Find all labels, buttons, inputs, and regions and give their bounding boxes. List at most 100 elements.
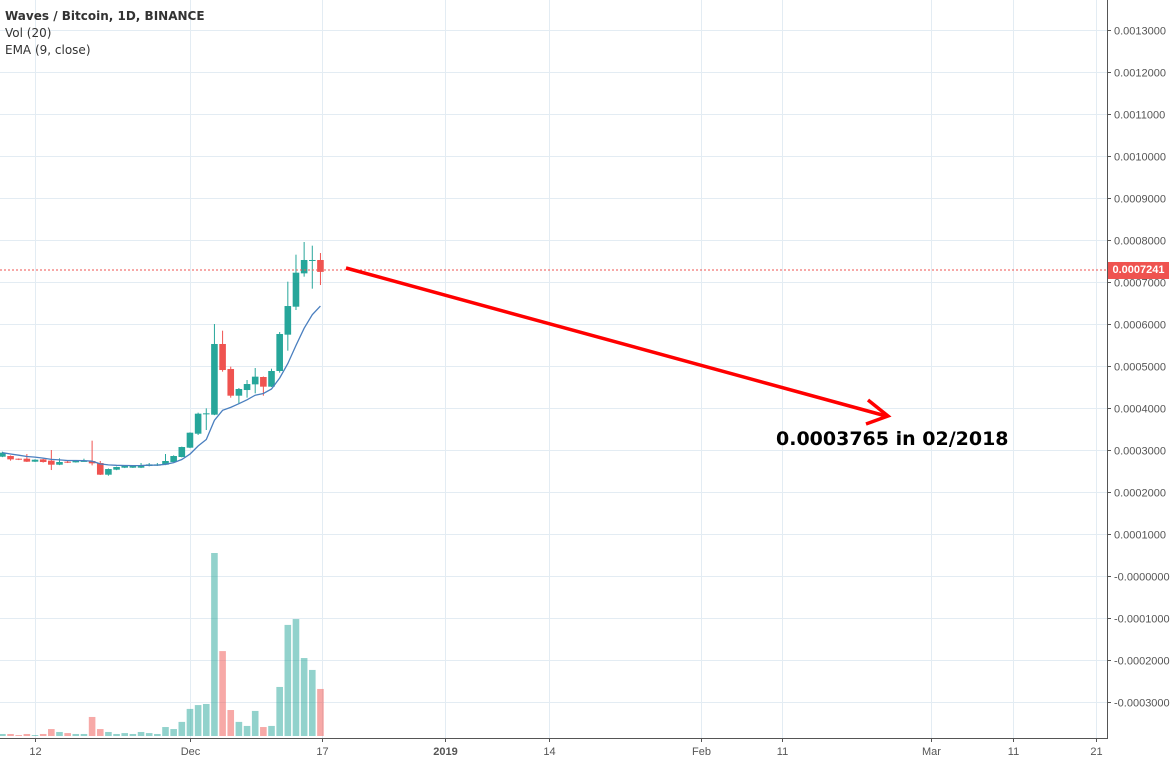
candle-body <box>292 272 300 307</box>
current-price-label: 0.0007241 <box>1108 262 1169 279</box>
volume-bar <box>178 721 186 736</box>
candle-body <box>31 459 39 462</box>
candle-body <box>235 389 243 396</box>
candle-body <box>170 456 177 463</box>
volume-bar <box>145 733 153 736</box>
price-axis[interactable]: 0.0013000 0.0012000 0.0011000 0.0010000 0.00… <box>1107 0 1170 738</box>
candle <box>317 253 324 286</box>
candle-body <box>227 369 235 396</box>
ema-line <box>2 305 321 467</box>
volume-bar <box>15 735 23 736</box>
x-tick-label: 12 <box>29 746 41 758</box>
x-tick-label: Mar <box>922 746 941 758</box>
candle-body <box>186 432 194 448</box>
candle-body <box>72 460 80 463</box>
volume-bar <box>227 710 235 736</box>
volume-bar <box>121 733 129 736</box>
x-tick-label: 17 <box>316 746 328 758</box>
volume-bar <box>211 553 218 736</box>
candle-body <box>113 467 120 470</box>
x-tick-label: 21 <box>1090 746 1102 758</box>
candle <box>300 242 308 277</box>
candle <box>7 455 14 461</box>
x-tick-label: 14 <box>543 746 555 758</box>
volume-bar <box>0 733 6 736</box>
volume-bar <box>162 727 169 736</box>
x-tick-label: Dec <box>181 746 201 758</box>
candle-body <box>64 461 71 463</box>
volume-bar <box>308 669 316 736</box>
y-tick-label: 0.0012000 <box>1114 68 1166 80</box>
volume-bar <box>251 710 259 736</box>
candles <box>0 242 324 476</box>
candle-body <box>15 458 23 460</box>
candle <box>219 330 226 372</box>
candle-body <box>276 333 283 371</box>
volume-bar <box>137 731 145 736</box>
symbol-title[interactable]: Waves / Bitcoin, 1D, BINANCE <box>5 9 205 23</box>
candle <box>15 458 23 461</box>
volume-bar <box>276 686 283 736</box>
candle-body <box>56 462 63 465</box>
y-tick-label: 0.0007000 <box>1114 278 1166 290</box>
volume-bar <box>7 733 14 736</box>
volume-bar <box>96 729 104 736</box>
candle-body <box>48 460 55 465</box>
candle <box>105 468 112 476</box>
candle <box>23 454 31 462</box>
candle <box>260 376 267 396</box>
candle-body <box>260 377 267 387</box>
volume-bar <box>243 725 251 736</box>
volume-bar <box>105 731 112 736</box>
candle-body <box>129 466 137 468</box>
candle-body <box>7 456 14 460</box>
grid <box>0 0 1107 738</box>
volume-bar <box>88 716 96 736</box>
candle <box>0 451 6 458</box>
y-tick-label: -0.0001000 <box>1114 614 1170 626</box>
y-tick-label: 0.0002000 <box>1114 488 1166 500</box>
y-tick-label: -0.0002000 <box>1114 656 1170 668</box>
volume-bar <box>186 708 194 736</box>
candle-body <box>39 459 47 463</box>
candle-body <box>211 343 218 415</box>
forecast-arrow <box>345 266 892 426</box>
ema-indicator-label[interactable]: EMA (9, close) <box>5 43 91 57</box>
y-tick-label: 0.0010000 <box>1114 152 1166 164</box>
candle <box>170 455 177 463</box>
candle <box>227 366 235 398</box>
candle-body <box>300 259 308 274</box>
volume-bar <box>64 733 71 736</box>
candle <box>113 466 120 471</box>
candle <box>39 458 47 463</box>
volume-bar <box>268 725 275 736</box>
candle-body <box>0 452 6 457</box>
candle-body <box>137 465 145 468</box>
volume-bar <box>292 619 300 736</box>
chart-legend: Waves / Bitcoin, 1D, BINANCE Vol (20) EM… <box>5 8 205 59</box>
candle-body <box>317 259 324 272</box>
y-tick-label: 0.0011000 <box>1114 110 1165 122</box>
candle-body <box>105 469 112 475</box>
volume-bar <box>23 733 31 736</box>
time-axis[interactable]: 12 Dec 17 2019 14 Feb 11 Mar 11 21 <box>0 738 1108 758</box>
volume-bar <box>31 735 39 736</box>
candle <box>308 245 316 289</box>
y-tick-label: 0.0004000 <box>1114 404 1166 416</box>
candle <box>292 254 300 311</box>
candle-body <box>194 413 202 434</box>
x-tick-label: 2019 <box>433 746 457 758</box>
y-tick-label: 0.0008000 <box>1114 236 1166 248</box>
candle <box>162 454 169 466</box>
candle <box>284 281 292 351</box>
volume-bar <box>317 688 324 736</box>
candle <box>243 380 251 398</box>
candle-body <box>243 384 251 391</box>
volume-bar <box>202 703 210 736</box>
forecast-annotation: 0.0003765 in 02/2018 <box>776 428 1009 450</box>
candle <box>186 432 194 449</box>
candle-body <box>251 376 259 385</box>
volume-indicator-label[interactable]: Vol (20) <box>5 26 52 40</box>
candle <box>276 332 283 373</box>
